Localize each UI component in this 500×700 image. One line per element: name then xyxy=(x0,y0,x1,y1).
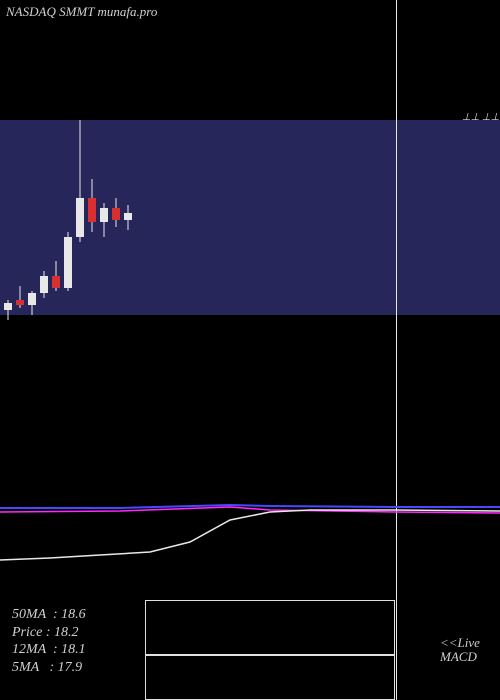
candle xyxy=(88,0,96,700)
candle xyxy=(4,0,12,700)
panel-divider-rect xyxy=(145,655,395,700)
candle xyxy=(112,0,120,700)
info-row: 5MA : 17.9 xyxy=(12,659,86,677)
candle xyxy=(64,0,72,700)
candle xyxy=(124,0,132,700)
candle xyxy=(100,0,108,700)
info-row: 50MA : 18.6 xyxy=(12,606,86,624)
candle xyxy=(52,0,60,700)
candle xyxy=(28,0,36,700)
info-row: 12MA : 18.1 xyxy=(12,641,86,659)
info-row: Price : 18.2 xyxy=(12,624,86,642)
candle xyxy=(76,0,84,700)
candlestick-panel xyxy=(0,120,500,315)
macd-label-line1: <<Live xyxy=(440,636,480,650)
cursor-vertical-line xyxy=(396,0,397,700)
macd-live-label: <<Live MACD xyxy=(440,636,480,665)
ma-info-box: 50MA : 18.6Price : 18.212MA : 18.15MA : … xyxy=(6,602,92,680)
candle xyxy=(40,0,48,700)
top-tick-marks: ⊥⊥ ⊥⊥ xyxy=(462,112,499,123)
candle xyxy=(16,0,24,700)
macd-label-line2: MACD xyxy=(440,650,480,664)
panel-divider-rect xyxy=(145,600,395,655)
